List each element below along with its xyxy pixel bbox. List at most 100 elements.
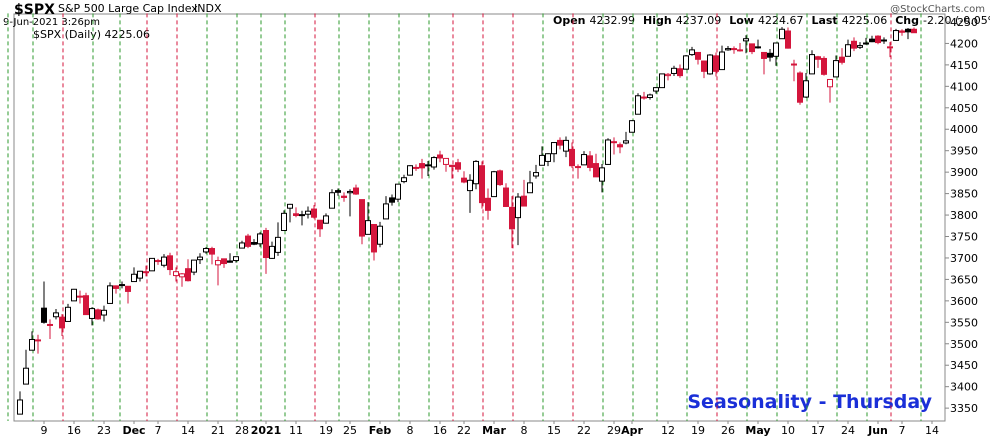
y-tick-label: 3900 (950, 166, 978, 179)
candle-body (173, 271, 179, 277)
x-tick-label: 24 (841, 424, 855, 437)
candle-body (119, 284, 125, 287)
candle-body (821, 57, 827, 75)
candle-body (179, 273, 185, 278)
x-tick-label: 12 (661, 424, 675, 437)
candle-body (293, 213, 299, 216)
quote-value: 4225.06 (842, 14, 888, 27)
candle-body (893, 30, 899, 41)
candle-body (713, 55, 719, 72)
candle-body (89, 308, 95, 319)
candle-body (281, 212, 287, 232)
x-tick-label: 17 (811, 424, 825, 437)
candle-body (677, 68, 683, 77)
x-tick-label: 23 (97, 424, 111, 437)
candle-body (695, 51, 701, 60)
x-tick-label: 14 (181, 424, 195, 437)
candle-body (215, 260, 221, 266)
candle-body (233, 256, 239, 262)
quote-value: 4224.67 (758, 14, 804, 27)
candle-body (479, 165, 485, 204)
candle-body (299, 214, 305, 217)
candle-body (185, 268, 191, 282)
candle-body (407, 165, 413, 176)
x-tick-label: 19 (691, 424, 705, 437)
candle-body (563, 139, 569, 152)
candle-body (509, 206, 515, 230)
candle-body (239, 242, 245, 249)
candle-body (95, 309, 101, 320)
candle-body (365, 220, 371, 235)
quote-value: -2.20 (-0.05%) (923, 14, 990, 27)
y-tick-label: 3700 (950, 252, 978, 265)
candle-body (503, 187, 509, 207)
candle-body (251, 242, 257, 245)
plot-frame (13, 13, 946, 422)
candle-body (497, 170, 503, 186)
candle-body (731, 48, 737, 51)
candle-body (845, 44, 851, 57)
x-tick-label: 10 (781, 424, 795, 437)
candle-body (143, 271, 149, 274)
candle-body (461, 177, 467, 183)
y-tick-label: 3650 (950, 273, 978, 286)
y-tick-label: 3800 (950, 209, 978, 222)
y-tick-label: 4050 (950, 102, 978, 115)
candle-body (197, 256, 203, 261)
candle-body (431, 157, 437, 168)
candle-body (449, 164, 455, 168)
candle-body (137, 270, 143, 279)
candle-body (335, 190, 341, 193)
candle-body (443, 157, 449, 165)
x-tick-label: 19 (319, 424, 333, 437)
x-tick-label: Jun (867, 424, 888, 437)
candle-body (593, 163, 599, 178)
candle-body (785, 30, 791, 49)
candle-body (743, 38, 749, 42)
candle-body (851, 40, 857, 49)
x-tick-label: 8 (521, 424, 528, 437)
candle-body (275, 236, 281, 253)
candle-body (203, 248, 209, 253)
candle-body (17, 399, 23, 415)
x-tick-label: 15 (547, 424, 561, 437)
candle-body (701, 60, 707, 72)
quote-label: Chg (895, 14, 919, 27)
candle-body (581, 154, 587, 166)
candle-body (287, 203, 293, 209)
quote-label: Open (553, 14, 586, 27)
x-tick-label: Dec (122, 424, 145, 437)
candle-body (767, 52, 773, 58)
candle-body (569, 148, 575, 167)
exchange: INDX (194, 2, 222, 15)
x-tick-label: Feb (369, 424, 392, 437)
candle-body (377, 225, 383, 245)
candle-body (527, 182, 533, 194)
candle-body (419, 163, 425, 169)
x-tick-label: 2021 (251, 424, 282, 437)
candle-body (611, 141, 617, 144)
candle-body (425, 164, 431, 167)
candle-body (605, 139, 611, 165)
candle-body (413, 166, 419, 169)
y-tick-label: 4200 (950, 37, 978, 50)
watermark: @StockCharts.com (890, 4, 985, 15)
candle-body (191, 259, 197, 273)
x-tick-label: 9 (41, 424, 48, 437)
y-tick-label: 3850 (950, 188, 978, 201)
candle-body (353, 187, 359, 195)
x-tick-label: Apr (621, 424, 643, 437)
candle-body (467, 179, 473, 192)
legend: $SPX (Daily) 4225.06 (33, 28, 150, 41)
candle-body (227, 260, 233, 263)
candle-body (665, 73, 671, 77)
candle-body (29, 338, 35, 351)
candle-body (371, 223, 377, 253)
y-tick-label: 4150 (950, 59, 978, 72)
candle-body (155, 260, 161, 263)
y-tick-label: 3550 (950, 316, 978, 329)
candle-body (47, 323, 53, 326)
candle-body (629, 120, 635, 133)
x-tick-label: 22 (457, 424, 471, 437)
candle-body (725, 48, 731, 51)
